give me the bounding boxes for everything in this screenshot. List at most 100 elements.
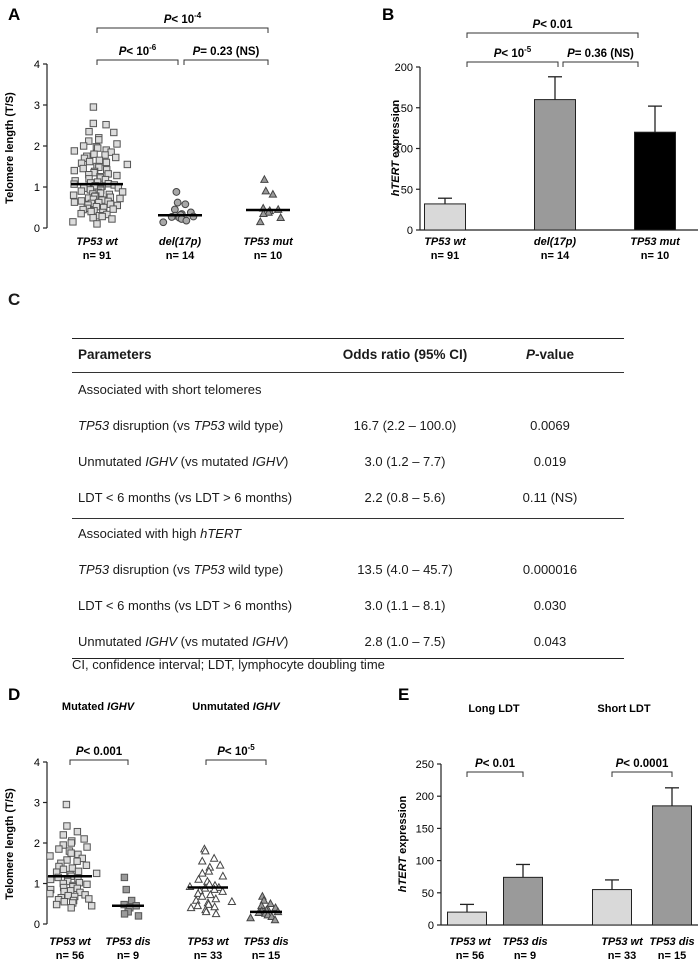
data-point (89, 119, 98, 128)
data-point (60, 898, 68, 906)
comparison-p-label: P< 0.001 (76, 746, 123, 758)
bar (634, 131, 676, 231)
panel-d-x-labels: TP53 wt n= 56 TP53 dis n= 9 TP53 wt n= 3… (49, 936, 288, 962)
data-point (68, 864, 77, 872)
data-point (83, 880, 91, 889)
header-parameters: Parameters (78, 347, 152, 362)
header-odds-ratio: Odds ratio (95% CI) (342, 347, 468, 362)
data-point (108, 215, 116, 223)
row-p-value: 0.019 (533, 454, 567, 469)
data-point (259, 895, 269, 904)
data-point (218, 886, 228, 895)
d-group-2-n: n= 9 (117, 950, 139, 962)
table-header-row: Parameters Odds ratio (95% CI) P-value (72, 345, 624, 365)
b-group-1-name: TP53 wt (424, 236, 467, 248)
data-point (110, 128, 118, 137)
data-point (227, 896, 237, 906)
a-group-2-name: del(17p) (159, 236, 202, 248)
b-group-2-n: n= 14 (541, 250, 570, 262)
data-point (59, 865, 68, 874)
section-title: Associated with short telomeres (78, 382, 262, 397)
data-point (46, 852, 54, 860)
row-parameter: TP53 disruption (vs TP53 wild type) (78, 562, 284, 577)
y-tick-label: 2 (34, 838, 40, 850)
data-point (268, 189, 278, 198)
data-point (77, 197, 86, 205)
data-point (83, 843, 91, 851)
panel-d-subtitle-mutated: Mutated IGHV (62, 701, 136, 713)
panel-d-y-axis: 0 1 2 3 4 (34, 757, 48, 931)
data-point (181, 200, 190, 209)
panel-e-y-axis: 0 50 100 150 200 250 (416, 759, 698, 932)
row-parameter: Unmutated IGHV (vs mutated IGHV) (78, 454, 289, 469)
data-point (276, 212, 286, 222)
comparison-bracket (611, 771, 673, 777)
a-group-1-n: n= 91 (83, 250, 111, 262)
data-point (70, 198, 79, 206)
data-point (74, 867, 83, 876)
panel-d-brackets: P< 0.001 P< 10-5 (69, 743, 267, 765)
data-point (172, 188, 181, 196)
panel-b-brackets: P< 0.01 P< 10-5 P= 0.36 (NS) (466, 19, 639, 67)
data-point (102, 120, 110, 129)
panel-a-x-labels: TP53 wt n= 91 del(17p) n= 14 TP53 mut n=… (76, 236, 294, 262)
data-point (63, 856, 71, 864)
panel-d-y-axis-label: Telomere length (T/S) (4, 788, 16, 900)
data-point (69, 191, 78, 199)
data-point (59, 841, 67, 849)
data-point (258, 208, 268, 217)
data-point (79, 142, 88, 150)
data-point (255, 217, 265, 226)
comparison-bracket (96, 59, 179, 65)
e-group-1-name: TP53 wt (449, 936, 492, 948)
data-point (81, 891, 89, 899)
panel-a-y-axis: 0 1 2 3 4 (34, 59, 48, 235)
y-tick-label: 4 (34, 757, 40, 769)
panel-d-label: D (8, 685, 20, 704)
bar (592, 889, 632, 926)
data-point (80, 835, 88, 843)
panel-a-label: A (8, 5, 20, 24)
comparison-p-label: P< 10-4 (164, 11, 202, 26)
table-row: LDT < 6 months (vs LDT > 6 months) 2.2 (… (72, 488, 624, 508)
table-row: Unmutated IGHV (vs mutated IGHV) 2.8 (1.… (72, 632, 624, 652)
data-point (79, 164, 87, 173)
e-group-2-n: n= 9 (514, 950, 536, 962)
data-point (201, 907, 211, 916)
a-group-1-name: TP53 wt (76, 236, 119, 248)
y-tick-label: 0 (407, 225, 413, 237)
a-group-3-name: TP53 mut (243, 236, 294, 248)
d-group-4-name: TP53 dis (243, 936, 288, 948)
row-parameter: LDT < 6 months (vs LDT > 6 months) (78, 490, 293, 505)
data-point (70, 166, 78, 175)
y-tick-label: 3 (34, 100, 40, 112)
section-short-telomeres: Associated with short telomeres (72, 380, 624, 400)
data-point (209, 853, 219, 862)
header-p-value: P-value (525, 347, 575, 362)
data-point (67, 904, 75, 912)
b-group-3-n: n= 10 (641, 250, 669, 262)
data-point (259, 174, 269, 183)
comparison-bracket (69, 759, 129, 765)
data-point (82, 861, 91, 869)
data-point (101, 151, 109, 159)
data-point (95, 163, 103, 172)
row-odds-ratio: 16.7 (2.2 – 100.0) (353, 418, 457, 433)
data-point (194, 874, 204, 883)
panel-a-points (69, 103, 290, 228)
data-point (182, 216, 191, 225)
y-tick-label: 150 (416, 823, 434, 835)
e-group-2-name: TP53 dis (502, 936, 547, 948)
data-point (59, 831, 67, 839)
data-point (85, 127, 93, 136)
row-parameter: LDT < 6 months (vs LDT > 6 months) (78, 598, 293, 613)
data-point (204, 899, 213, 908)
data-point (109, 205, 117, 213)
comparison-p-label: P< 10-5 (217, 743, 255, 758)
d-group-2-name: TP53 dis (105, 936, 150, 948)
data-point (92, 869, 101, 878)
d-group-1-name: TP53 wt (49, 936, 92, 948)
data-point (113, 171, 121, 180)
comparison-p-label: P= 0.36 (NS) (567, 48, 634, 60)
data-point (62, 800, 71, 809)
